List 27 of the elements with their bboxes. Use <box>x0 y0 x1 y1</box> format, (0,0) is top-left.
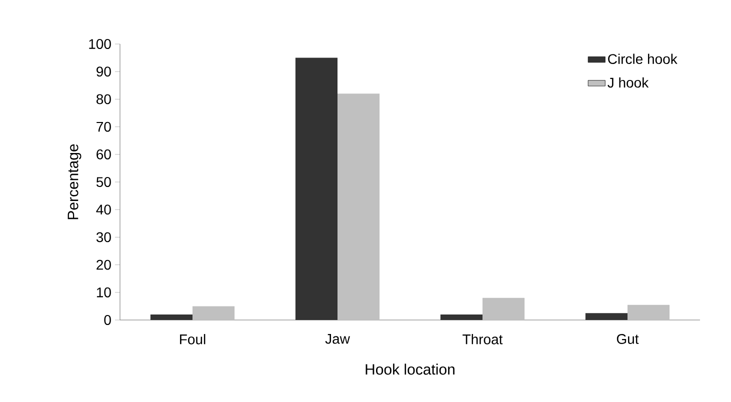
bar <box>150 314 192 320</box>
bar <box>482 298 525 320</box>
bar <box>295 58 338 320</box>
y-tick-label: 60 <box>96 149 111 160</box>
x-axis-title: Hook location <box>366 364 454 375</box>
y-tick-label: 50 <box>96 177 111 187</box>
y-tick-label: 70 <box>96 122 111 132</box>
y-tick-label: 90 <box>96 66 111 77</box>
y-tick-label: 10 <box>96 287 111 298</box>
x-tick-label: Throat <box>462 334 503 344</box>
y-tick-label: 80 <box>96 94 111 104</box>
legend-label: J hook <box>608 77 649 88</box>
y-tick-label: 30 <box>96 232 111 242</box>
bar <box>338 94 380 320</box>
bar <box>585 313 628 320</box>
y-tick-label: 100 <box>89 39 111 49</box>
x-tick-label: Gut <box>616 334 639 344</box>
x-tick-label: Foul <box>180 334 206 344</box>
legend-label: Circle hook <box>608 54 678 64</box>
y-tick-label: 40 <box>96 204 111 215</box>
y-tick-label: 0 <box>104 315 111 325</box>
bar <box>192 306 235 320</box>
y-tick-label: 20 <box>96 260 111 270</box>
bar <box>628 304 670 320</box>
x-tick-label: Jaw <box>325 334 350 344</box>
bar <box>440 314 483 320</box>
y-axis-title: Percentage <box>68 144 82 220</box>
